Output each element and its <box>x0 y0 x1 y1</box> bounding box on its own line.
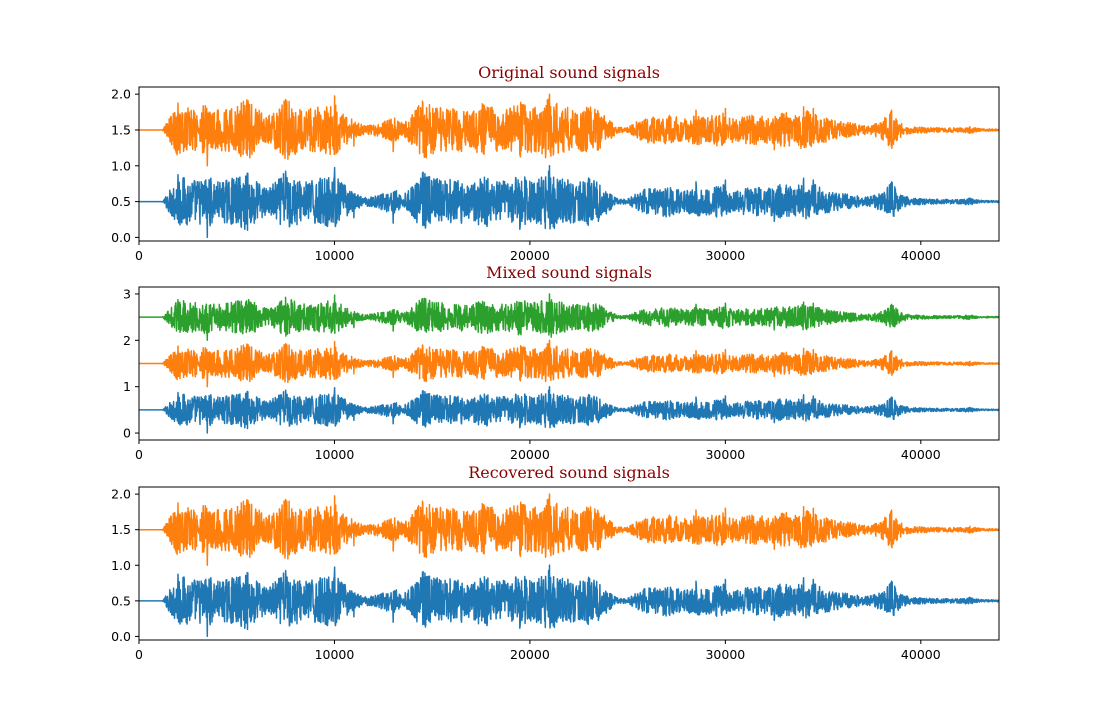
y-tick-label: 2 <box>123 333 131 348</box>
subplot-3: Recovered sound signals 0 10000 20000 30000 4… <box>111 463 1000 662</box>
y-tick-label: 1 <box>123 379 131 394</box>
x-tick-label: 30000 <box>705 447 745 462</box>
y-tick-label: 2.0 <box>111 487 131 502</box>
y-tick-label: 3 <box>123 286 131 301</box>
series-line-2 <box>138 339 1000 388</box>
subplot-1: Original sound signals 0 10000 20000 30000 40… <box>111 63 1000 263</box>
subplot-2: Mixed sound signals 0 10000 20000 30000 40000… <box>123 263 1000 462</box>
x-tick-label: 20000 <box>510 447 550 462</box>
y-tick-label: 1.0 <box>111 158 131 173</box>
y-tick-label: 0 <box>123 426 131 441</box>
x-tick-label: 40000 <box>901 248 941 263</box>
series-line-3 <box>138 293 1000 342</box>
x-tick-label: 10000 <box>315 248 355 263</box>
y-tick-label: 0.5 <box>111 194 131 209</box>
y-tick-label: 1.5 <box>111 522 131 537</box>
x-tick-label: 20000 <box>510 647 550 662</box>
y-tick-label: 0.5 <box>111 593 131 608</box>
axes-frame <box>138 286 1000 441</box>
series-line-2 <box>138 93 1000 167</box>
x-tick-label: 0 <box>135 447 143 462</box>
subplot-title: Original sound signals <box>478 63 660 82</box>
subplot-title: Recovered sound signals <box>468 463 670 482</box>
series-line-1 <box>138 385 1000 434</box>
x-tick-label: 30000 <box>705 647 745 662</box>
axes-frame <box>138 486 1000 641</box>
y-tick-label: 2.0 <box>111 87 131 102</box>
series-line-1 <box>138 165 1000 239</box>
y-tick-label: 0.0 <box>111 629 131 644</box>
subplot-title: Mixed sound signals <box>486 263 652 282</box>
x-tick-label: 20000 <box>510 248 550 263</box>
y-tick-label: 1.0 <box>111 558 131 573</box>
x-tick-label: 30000 <box>705 248 745 263</box>
x-tick-label: 40000 <box>901 447 941 462</box>
x-tick-label: 0 <box>135 647 143 662</box>
x-tick-label: 40000 <box>901 647 941 662</box>
series-line-1 <box>138 564 1000 638</box>
x-tick-label: 10000 <box>315 447 355 462</box>
x-tick-label: 0 <box>135 248 143 263</box>
x-tick-label: 10000 <box>315 647 355 662</box>
axes-frame <box>138 86 1000 242</box>
y-tick-label: 0.0 <box>111 230 131 245</box>
y-tick-label: 1.5 <box>111 122 131 137</box>
series-line-2 <box>138 493 1000 567</box>
